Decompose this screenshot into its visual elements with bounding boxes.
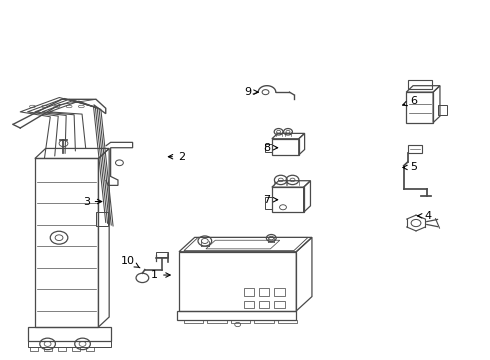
Bar <box>86 347 94 351</box>
Bar <box>259 301 270 308</box>
Bar <box>244 301 254 308</box>
Text: 5: 5 <box>403 162 417 172</box>
Bar <box>408 145 422 153</box>
Bar <box>184 320 203 323</box>
Text: 6: 6 <box>403 96 417 106</box>
Bar <box>207 320 227 323</box>
Bar <box>274 288 285 296</box>
Bar <box>30 347 38 351</box>
Text: 9: 9 <box>244 87 258 97</box>
Bar <box>272 139 299 155</box>
Bar <box>265 144 272 152</box>
Text: 10: 10 <box>121 256 140 268</box>
Bar <box>438 105 447 114</box>
Bar <box>96 212 108 226</box>
Bar <box>58 347 66 351</box>
Bar <box>265 197 272 208</box>
Text: 1: 1 <box>151 270 170 280</box>
Bar <box>176 311 296 320</box>
Bar <box>244 288 254 296</box>
Bar <box>274 301 285 308</box>
Text: 4: 4 <box>417 211 432 221</box>
Bar <box>408 80 432 89</box>
Bar <box>406 92 433 123</box>
Bar <box>254 320 274 323</box>
Text: 3: 3 <box>83 197 102 207</box>
Bar <box>27 341 111 347</box>
Bar <box>179 252 296 311</box>
Text: 2: 2 <box>169 152 185 162</box>
Text: 7: 7 <box>264 195 278 205</box>
Bar <box>44 347 52 351</box>
Bar <box>272 187 304 212</box>
Text: 8: 8 <box>264 143 278 153</box>
Bar <box>231 320 250 323</box>
Bar <box>278 320 297 323</box>
Bar <box>27 327 111 341</box>
Bar <box>73 347 80 351</box>
Bar <box>259 288 270 296</box>
Bar <box>156 252 168 257</box>
